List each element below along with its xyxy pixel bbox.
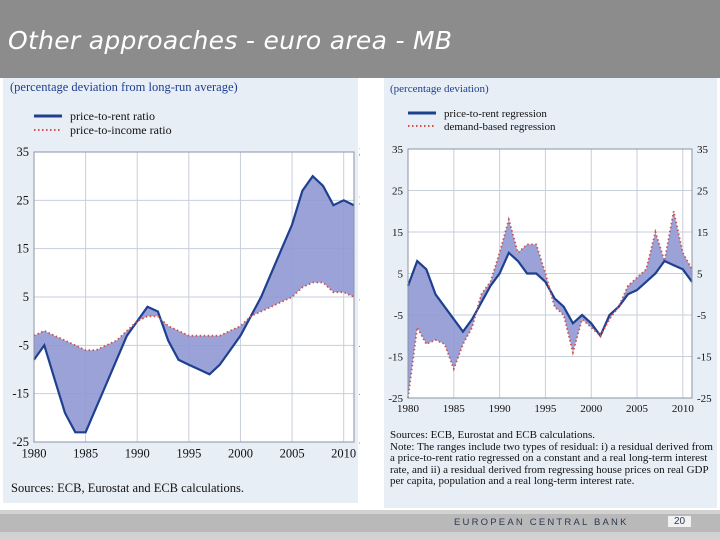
x-tick-label: 2000 (228, 447, 253, 461)
y-tick-label-right: 5 (697, 269, 703, 281)
y-tick-label-left: -5 (394, 310, 404, 322)
y-tick-label-right: 35 (359, 145, 360, 159)
y-tick-label-left: 15 (17, 242, 30, 256)
slide-title: Other approaches - euro area - MB (8, 26, 453, 55)
x-tick-label: 1980 (22, 447, 47, 461)
y-tick-label-left: -25 (388, 393, 403, 405)
range-band (34, 176, 354, 433)
legend-label: demand-based regression (444, 121, 556, 133)
y-tick-label-left: 35 (392, 144, 404, 156)
y-tick-label-left: 25 (17, 193, 30, 207)
y-tick-label-left: -25 (12, 435, 29, 449)
y-tick-label-left: -5 (19, 338, 29, 352)
y-tick-label-left: 5 (398, 269, 404, 281)
y-tick-label-right: -5 (359, 338, 360, 352)
y-tick-label-right: 5 (359, 290, 360, 304)
y-tick-label-left: -15 (388, 352, 403, 364)
series-line-primary (33, 174, 355, 434)
x-tick-label: 2005 (280, 447, 305, 461)
x-tick-label: 1985 (73, 447, 98, 461)
right-chart: -25 -25 -15 -15 -5 -5 5 5 15 15 25 25 35 35 1980 1985 19… (388, 83, 712, 415)
y-tick-label-right: -5 (697, 310, 707, 322)
y-tick-label-right: 25 (697, 186, 709, 198)
y-tick-label-left: -15 (12, 387, 29, 401)
footer-band (0, 514, 720, 532)
page-number: 20 (668, 516, 692, 527)
right-chart-note: Note: The ranges include two types of re… (390, 440, 713, 488)
legend-label: price-to-rent regression (444, 108, 547, 120)
x-tick-label: 1995 (176, 447, 201, 461)
plot-border (407, 148, 693, 399)
x-tick-label: 2000 (580, 403, 603, 415)
y-tick-label-right: -25 (359, 435, 360, 449)
x-tick-label: 1990 (489, 403, 512, 415)
y-tick-label-left: 25 (392, 186, 404, 198)
y-tick-label-right: -15 (697, 352, 712, 364)
left-chart-source: Sources: ECB, Eurostat and ECB calculati… (11, 481, 244, 495)
x-tick-label: 1985 (443, 403, 466, 415)
chart-subtitle: (percentage deviation from long-run aver… (10, 80, 238, 94)
series-line-secondary (407, 211, 693, 399)
y-tick-label-right: 25 (359, 193, 360, 207)
x-tick-label: 1990 (125, 447, 150, 461)
y-tick-label-left: 35 (17, 145, 30, 159)
right-chart-notes: Sources: ECB, Eurostat and ECB calculati… (390, 429, 715, 488)
x-tick-label: 2010 (672, 403, 695, 415)
footer-bank-name: EUROPEAN CENTRAL BANK (454, 517, 629, 528)
chart-subtitle: (percentage deviation) (390, 83, 489, 95)
y-tick-label-right: -25 (697, 393, 712, 405)
y-tick-label-right: 35 (697, 144, 709, 156)
y-tick-label-right: -15 (359, 387, 360, 401)
y-tick-label-left: 15 (392, 227, 404, 239)
title-bar (0, 0, 720, 78)
x-tick-label: 2010 (331, 447, 356, 461)
x-tick-label: 1995 (534, 403, 557, 415)
legend-label: price-to-income ratio (70, 123, 172, 137)
right-chart-source-line: Sources: ECB, Eurostat and ECB calculati… (390, 429, 595, 441)
left-chart: -25 -25 -15 -15 -5 -5 5 5 15 15 25 25 35 35 1980 1985 19… (10, 80, 360, 461)
x-tick-label: 2005 (626, 403, 649, 415)
y-tick-label-right: 15 (359, 242, 360, 256)
y-tick-label-left: 5 (23, 290, 29, 304)
x-tick-label: 1980 (397, 403, 420, 415)
y-tick-label-right: 15 (697, 227, 709, 239)
plot-border (33, 151, 355, 443)
legend-label: price-to-rent ratio (70, 109, 155, 123)
